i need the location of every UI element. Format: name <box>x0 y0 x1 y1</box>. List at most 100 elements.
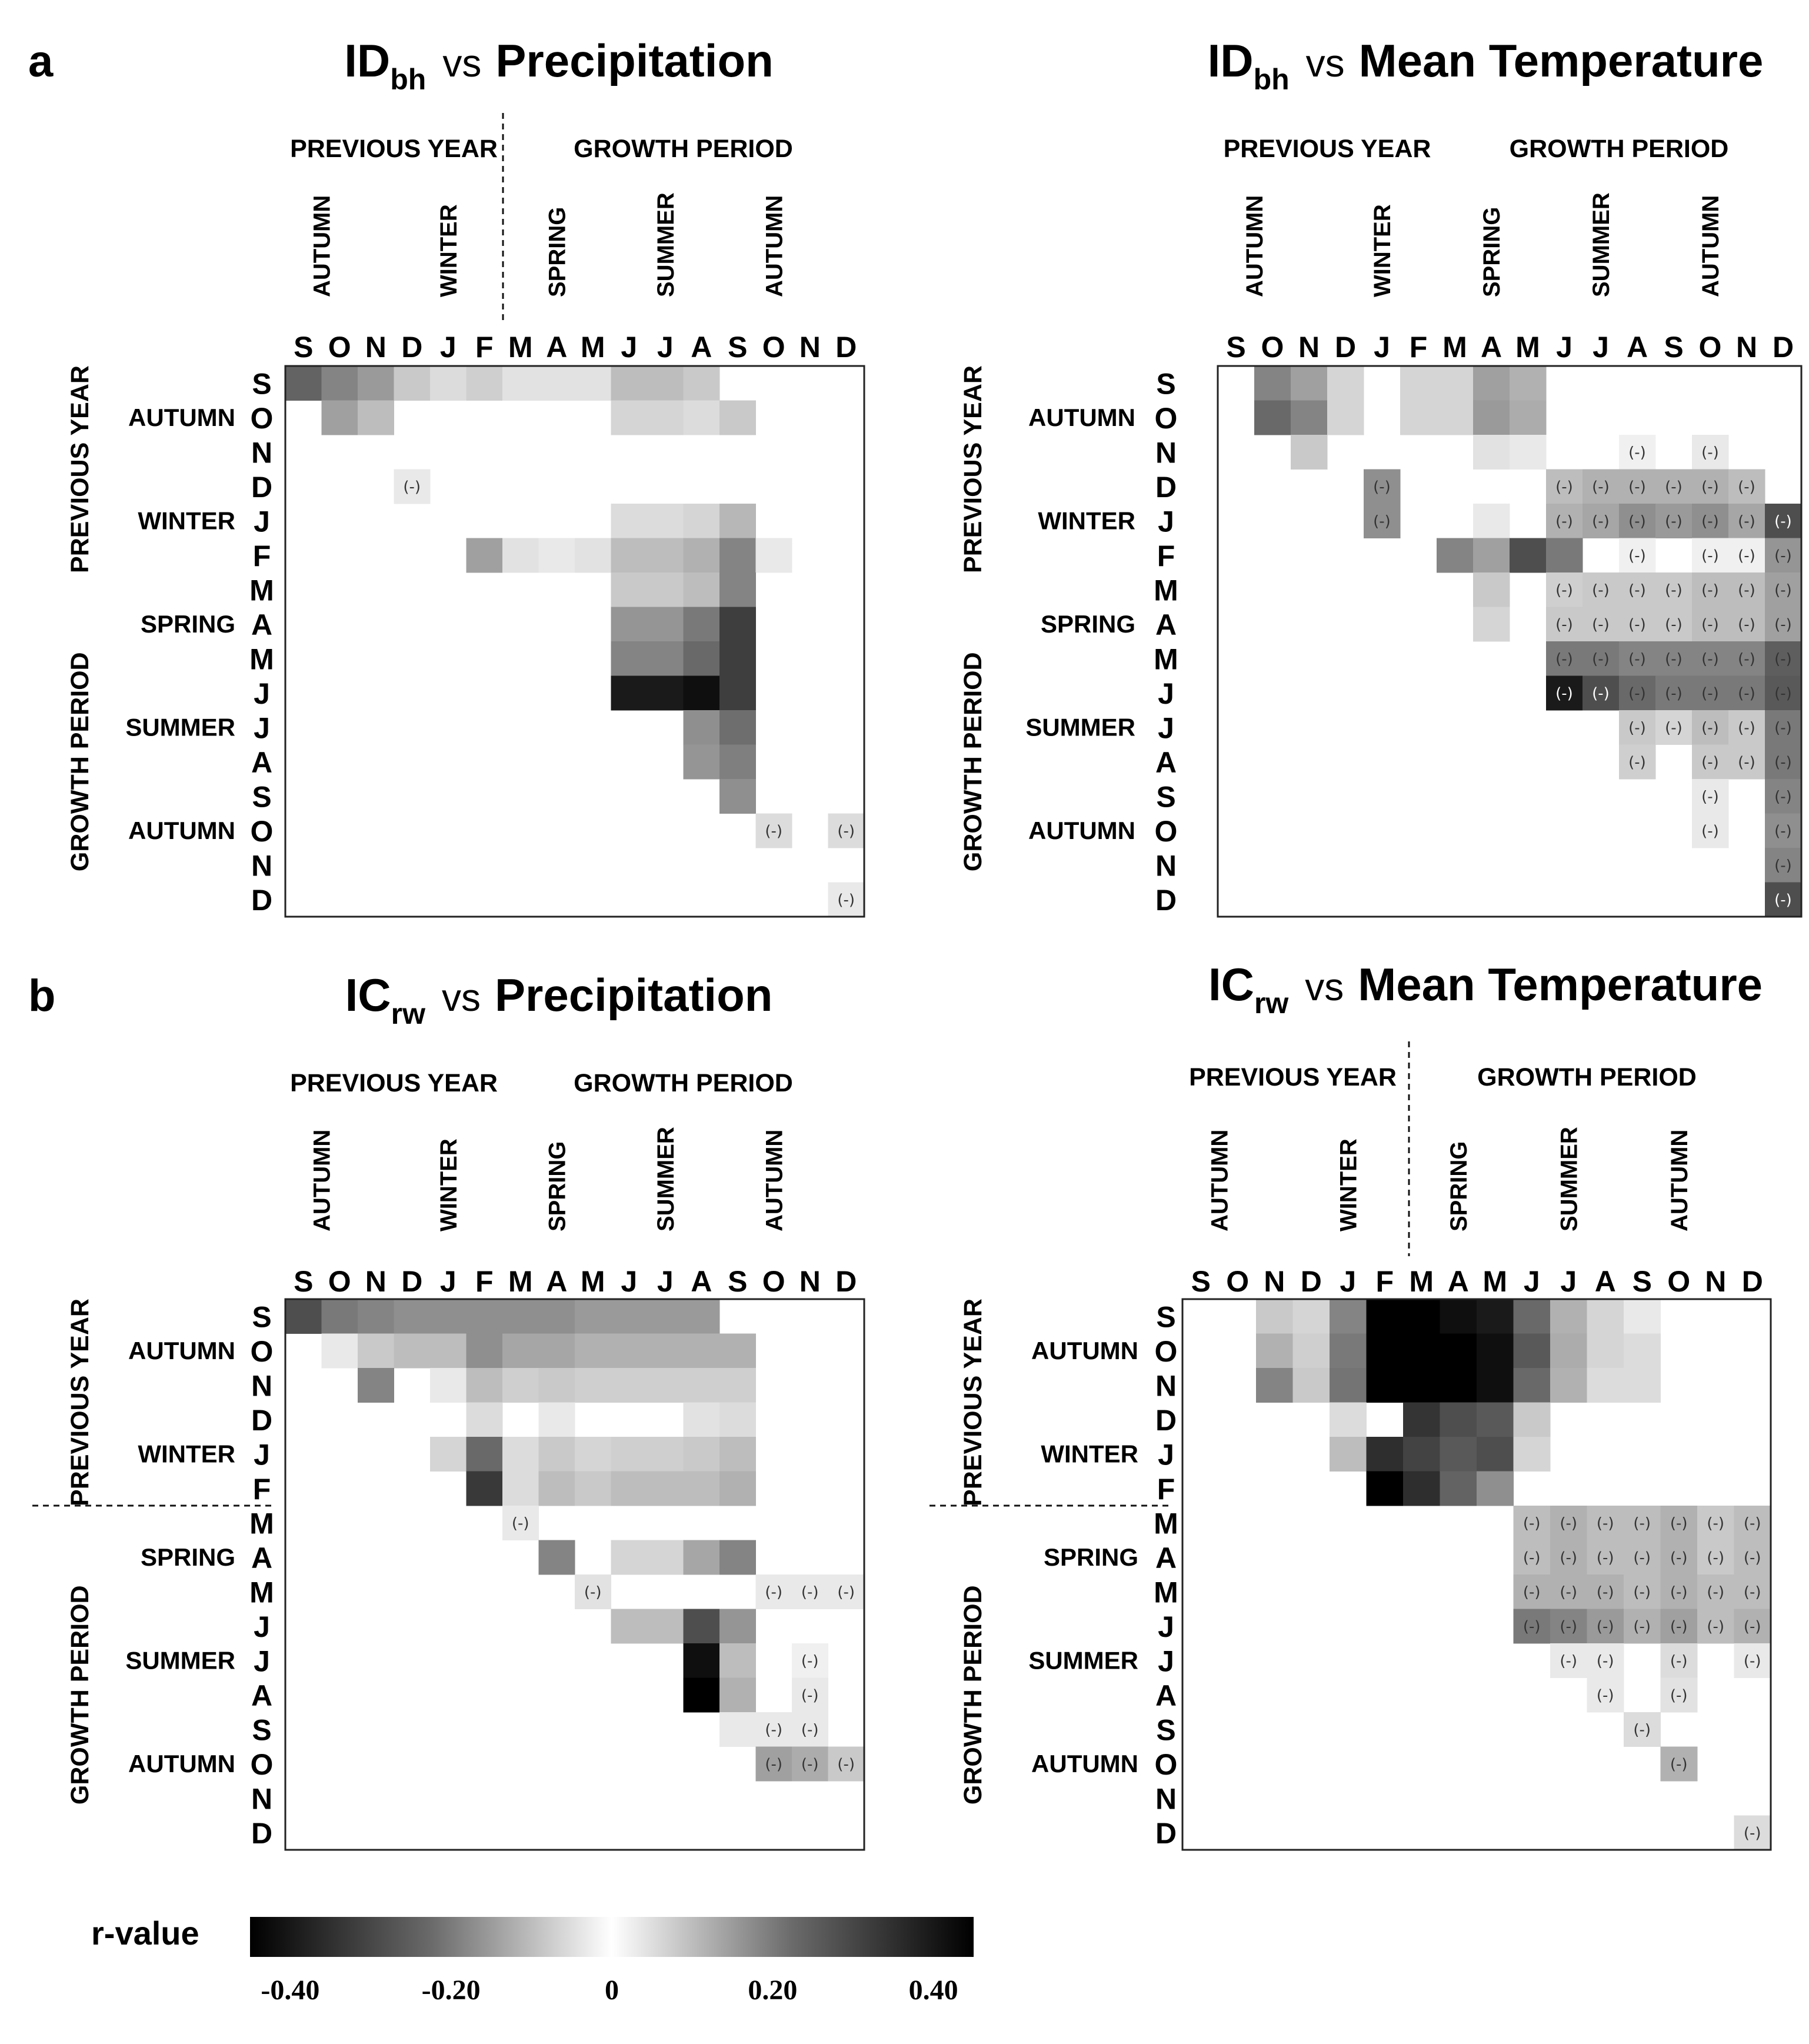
row-month-label: O <box>251 815 274 848</box>
negative-marker: (-) <box>1670 1549 1688 1567</box>
heatmap-cell <box>1583 572 1620 607</box>
heatmap-frame <box>284 365 865 918</box>
heatmap-cell <box>755 813 792 848</box>
column-month-label: S <box>1633 1265 1652 1298</box>
heatmap-cell <box>394 1333 431 1369</box>
title-variable: Precipitation <box>495 35 773 86</box>
column-month-label: D <box>1301 1265 1322 1298</box>
heatmap-cell <box>611 538 648 573</box>
column-month-label: A <box>1448 1265 1469 1298</box>
heatmap-cell <box>1660 1506 1698 1540</box>
row-month-label: O <box>251 1335 274 1368</box>
negative-marker: (-) <box>1738 616 1755 634</box>
negative-marker: (-) <box>1523 1618 1541 1636</box>
column-month-label: D <box>401 1265 422 1298</box>
title-index: ID <box>344 35 390 86</box>
heatmap-cell <box>1619 744 1656 780</box>
heatmap-cell <box>1546 607 1583 642</box>
row-month-label: N <box>1155 1782 1177 1815</box>
row-month-label: N <box>251 849 272 882</box>
negative-marker: (-) <box>1665 719 1683 737</box>
row-month-label: S <box>252 1713 271 1746</box>
row-season-label: AUTUMN <box>1031 1337 1138 1364</box>
negative-marker: (-) <box>801 1652 819 1670</box>
negative-marker: (-) <box>1701 478 1719 496</box>
row-month-label: S <box>1156 1713 1175 1746</box>
column-month-label: F <box>1410 331 1428 364</box>
negative-marker: (-) <box>1628 719 1646 737</box>
title-variable: Precipitation <box>495 969 772 1021</box>
column-month-label: D <box>1335 331 1356 364</box>
negative-marker: (-) <box>1628 512 1646 530</box>
heatmap-cell <box>719 1677 756 1713</box>
heatmap-cell <box>538 538 575 573</box>
heatmap-cell <box>719 1437 756 1472</box>
heatmap-cell <box>394 1299 431 1334</box>
row-month-label: S <box>252 780 271 813</box>
column-month-label: N <box>365 331 387 364</box>
row-month-label: J <box>254 1438 270 1471</box>
heatmap-cell <box>719 779 756 814</box>
column-season-label: WINTER <box>1370 204 1395 297</box>
heatmap-cell <box>1330 1333 1367 1369</box>
negative-marker: (-) <box>1633 1618 1651 1636</box>
heatmap-cell <box>538 1437 575 1472</box>
heatmap-cell <box>575 1437 611 1472</box>
heatmap-cell <box>1364 469 1401 504</box>
heatmap-cell <box>1440 1333 1477 1369</box>
title-index: IC <box>345 969 391 1021</box>
heatmap-cell <box>358 366 394 401</box>
heatmap-cell <box>1546 675 1583 711</box>
heatmap-cell <box>1550 1506 1587 1540</box>
negative-marker: (-) <box>1701 685 1719 703</box>
heatmap-cell <box>394 366 431 401</box>
column-group-growth-period: GROWTH PERIOD <box>1477 1063 1697 1091</box>
heatmap-cell <box>1697 1609 1734 1644</box>
column-group-previous-year: PREVIOUS YEAR <box>290 135 498 163</box>
negative-marker: (-) <box>1597 1652 1614 1670</box>
heatmap-cell <box>647 607 684 642</box>
heatmap-cell <box>1660 1746 1698 1782</box>
column-month-label: F <box>475 331 494 364</box>
heatmap-cell <box>1697 1506 1734 1540</box>
negative-marker: (-) <box>1738 685 1755 703</box>
heatmap-cell <box>1291 366 1328 401</box>
heatmap-cell <box>358 1299 394 1334</box>
column-season-label: SUMMER <box>653 192 679 297</box>
heatmap-cell <box>575 1333 611 1369</box>
negative-marker: (-) <box>1774 788 1792 805</box>
negative-marker: (-) <box>1701 616 1719 634</box>
heatmap-cell <box>1403 1368 1440 1403</box>
heatmap-cell <box>647 1368 684 1403</box>
column-month-label: M <box>1409 1265 1434 1298</box>
negative-marker: (-) <box>1774 616 1792 634</box>
column-month-label: S <box>1226 331 1245 364</box>
heatmap-cell <box>502 1299 539 1334</box>
heatmap-cell <box>611 504 648 538</box>
heatmap-cell <box>1473 400 1510 435</box>
heatmap-cell <box>611 1437 648 1472</box>
row-month-label: F <box>1157 1473 1175 1506</box>
panel-title: IDbh vs Mean Temperature <box>1208 35 1764 96</box>
heatmap-cell <box>611 572 648 607</box>
heatmap-cell <box>1546 641 1583 676</box>
negative-marker: (-) <box>801 1687 819 1705</box>
heatmap-cell <box>1692 779 1729 814</box>
negative-marker: (-) <box>1738 650 1755 668</box>
column-month-label: J <box>1524 1265 1540 1298</box>
column-month-label: J <box>657 331 674 364</box>
title-subscript: rw <box>1254 987 1288 1020</box>
heatmap-cell <box>683 744 720 780</box>
heatmap-cell <box>1330 1299 1367 1334</box>
heatmap-cell <box>1728 607 1765 642</box>
heatmap-cell <box>1583 607 1620 642</box>
negative-marker: (-) <box>1633 1721 1651 1739</box>
column-month-label: A <box>1627 331 1648 364</box>
heatmap-cell <box>1692 538 1729 573</box>
heatmap-cell <box>828 1574 865 1609</box>
heatmap-cell <box>538 1333 575 1369</box>
negative-marker: (-) <box>1665 685 1683 703</box>
row-month-label: J <box>1158 1438 1174 1471</box>
colorbar-gradient <box>250 1917 974 1957</box>
heatmap-cell <box>719 1609 756 1644</box>
